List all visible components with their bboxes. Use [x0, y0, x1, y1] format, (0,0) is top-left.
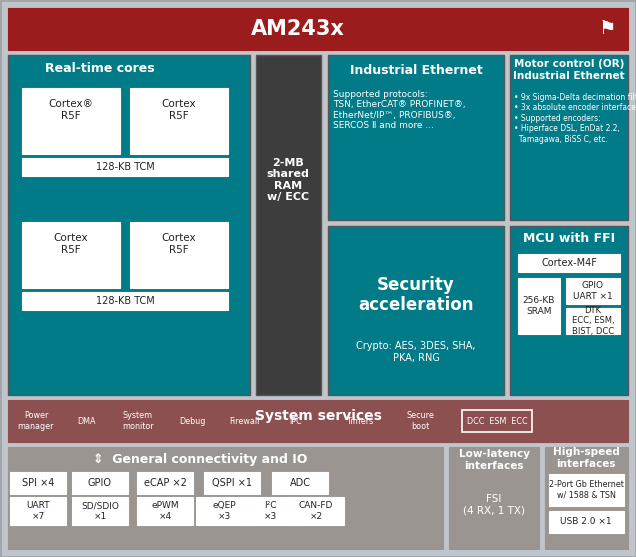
- Text: Industrial Ethernet: Industrial Ethernet: [350, 63, 482, 76]
- Text: System services: System services: [254, 409, 382, 423]
- Bar: [449, 447, 539, 549]
- Bar: [288, 497, 344, 525]
- Bar: [462, 410, 532, 432]
- Text: ⇕  General connectivity and IO: ⇕ General connectivity and IO: [93, 452, 307, 466]
- Bar: [22, 292, 228, 310]
- Bar: [72, 497, 128, 525]
- Bar: [8, 447, 443, 549]
- Text: ePWM
×4: ePWM ×4: [151, 501, 179, 521]
- Bar: [272, 472, 328, 494]
- Text: UART
×7: UART ×7: [26, 501, 50, 521]
- Text: GPIO
UART ×1: GPIO UART ×1: [573, 281, 613, 301]
- Text: eQEP
×3: eQEP ×3: [212, 501, 236, 521]
- Text: QSPI ×1: QSPI ×1: [212, 478, 252, 488]
- Text: Low-latency
interfaces: Low-latency interfaces: [459, 449, 530, 471]
- Text: Cortex
R5F: Cortex R5F: [162, 233, 197, 255]
- Text: System
monitor: System monitor: [122, 411, 154, 431]
- Bar: [10, 472, 66, 494]
- Bar: [10, 497, 66, 525]
- Text: DMA: DMA: [78, 417, 96, 426]
- Text: 2-MB
shared
RAM
w/ ECC: 2-MB shared RAM w/ ECC: [266, 158, 310, 202]
- Text: DCC  ESM  ECC: DCC ESM ECC: [467, 417, 527, 426]
- Bar: [196, 497, 252, 525]
- Text: MCU with FFI: MCU with FFI: [523, 232, 615, 245]
- Text: 128-KB TCM: 128-KB TCM: [95, 296, 155, 306]
- Text: FSI
(4 RX, 1 TX): FSI (4 RX, 1 TX): [463, 494, 525, 516]
- Bar: [130, 88, 228, 154]
- Bar: [510, 55, 628, 220]
- Text: Cortex-M4F: Cortex-M4F: [541, 258, 597, 268]
- Text: DTK
ECC, ESM,
BIST, DCC: DTK ECC, ESM, BIST, DCC: [572, 306, 614, 336]
- Bar: [566, 278, 620, 304]
- Text: AM243x: AM243x: [251, 19, 345, 39]
- Bar: [72, 472, 128, 494]
- Bar: [549, 511, 624, 533]
- Bar: [22, 88, 120, 154]
- Text: Crypto: AES, 3DES, SHA,
PKA, RNG: Crypto: AES, 3DES, SHA, PKA, RNG: [356, 341, 476, 363]
- Bar: [130, 222, 228, 288]
- Text: ⚑: ⚑: [599, 19, 617, 38]
- Text: • 9x Sigma-Delta decimation filters
• 3x absolute encoder interfaces
• Supported: • 9x Sigma-Delta decimation filters • 3x…: [514, 93, 636, 144]
- Text: Motor control (OR)
Industrial Ethernet: Motor control (OR) Industrial Ethernet: [513, 59, 625, 81]
- Text: eCAP ×2: eCAP ×2: [144, 478, 186, 488]
- Text: Firewall: Firewall: [229, 417, 259, 426]
- Bar: [204, 472, 260, 494]
- Text: Real-time cores: Real-time cores: [45, 61, 155, 75]
- Text: SD/SDIO
×1: SD/SDIO ×1: [81, 501, 119, 521]
- Text: USB 2.0 ×1: USB 2.0 ×1: [560, 517, 612, 526]
- Bar: [545, 447, 628, 549]
- Text: Secure
boot: Secure boot: [406, 411, 434, 431]
- Bar: [137, 472, 193, 494]
- Bar: [328, 55, 504, 220]
- Bar: [8, 55, 250, 395]
- Bar: [8, 400, 628, 442]
- Text: Cortex
R5F: Cortex R5F: [162, 99, 197, 121]
- Text: Debug: Debug: [179, 417, 205, 426]
- Bar: [22, 222, 120, 288]
- Bar: [137, 497, 193, 525]
- Text: Security
acceleration: Security acceleration: [358, 276, 474, 314]
- Text: 2-Port Gb Ethernet
w/ 1588 & TSN: 2-Port Gb Ethernet w/ 1588 & TSN: [549, 480, 623, 500]
- Text: Power
manager: Power manager: [18, 411, 54, 431]
- Bar: [518, 254, 620, 272]
- Text: Supported protocols:
TSN, EtherCAT® PROFINET®,
EtherNet/IP™, PROFIBUS®,
SERCOS Ⅱ: Supported protocols: TSN, EtherCAT® PROF…: [333, 90, 466, 130]
- Text: GPIO: GPIO: [88, 478, 112, 488]
- Bar: [8, 8, 628, 50]
- Text: ADC: ADC: [289, 478, 310, 488]
- Text: High-speed
interfaces: High-speed interfaces: [553, 447, 619, 469]
- Text: Timers: Timers: [347, 417, 373, 426]
- Text: IPC: IPC: [289, 417, 302, 426]
- Bar: [510, 226, 628, 395]
- Bar: [518, 278, 560, 334]
- Bar: [549, 474, 624, 506]
- Text: I²C
×3: I²C ×3: [263, 501, 277, 521]
- Text: SPI ×4: SPI ×4: [22, 478, 54, 488]
- Text: 128-KB TCM: 128-KB TCM: [95, 162, 155, 172]
- Bar: [328, 226, 504, 395]
- Bar: [566, 308, 620, 334]
- Bar: [22, 158, 228, 176]
- Text: CAN-FD
×2: CAN-FD ×2: [299, 501, 333, 521]
- Text: Cortex
R5F: Cortex R5F: [53, 233, 88, 255]
- Text: 256-KB
SRAM: 256-KB SRAM: [523, 296, 555, 316]
- Text: Cortex®
R5F: Cortex® R5F: [48, 99, 93, 121]
- Bar: [256, 55, 321, 395]
- Bar: [242, 497, 298, 525]
